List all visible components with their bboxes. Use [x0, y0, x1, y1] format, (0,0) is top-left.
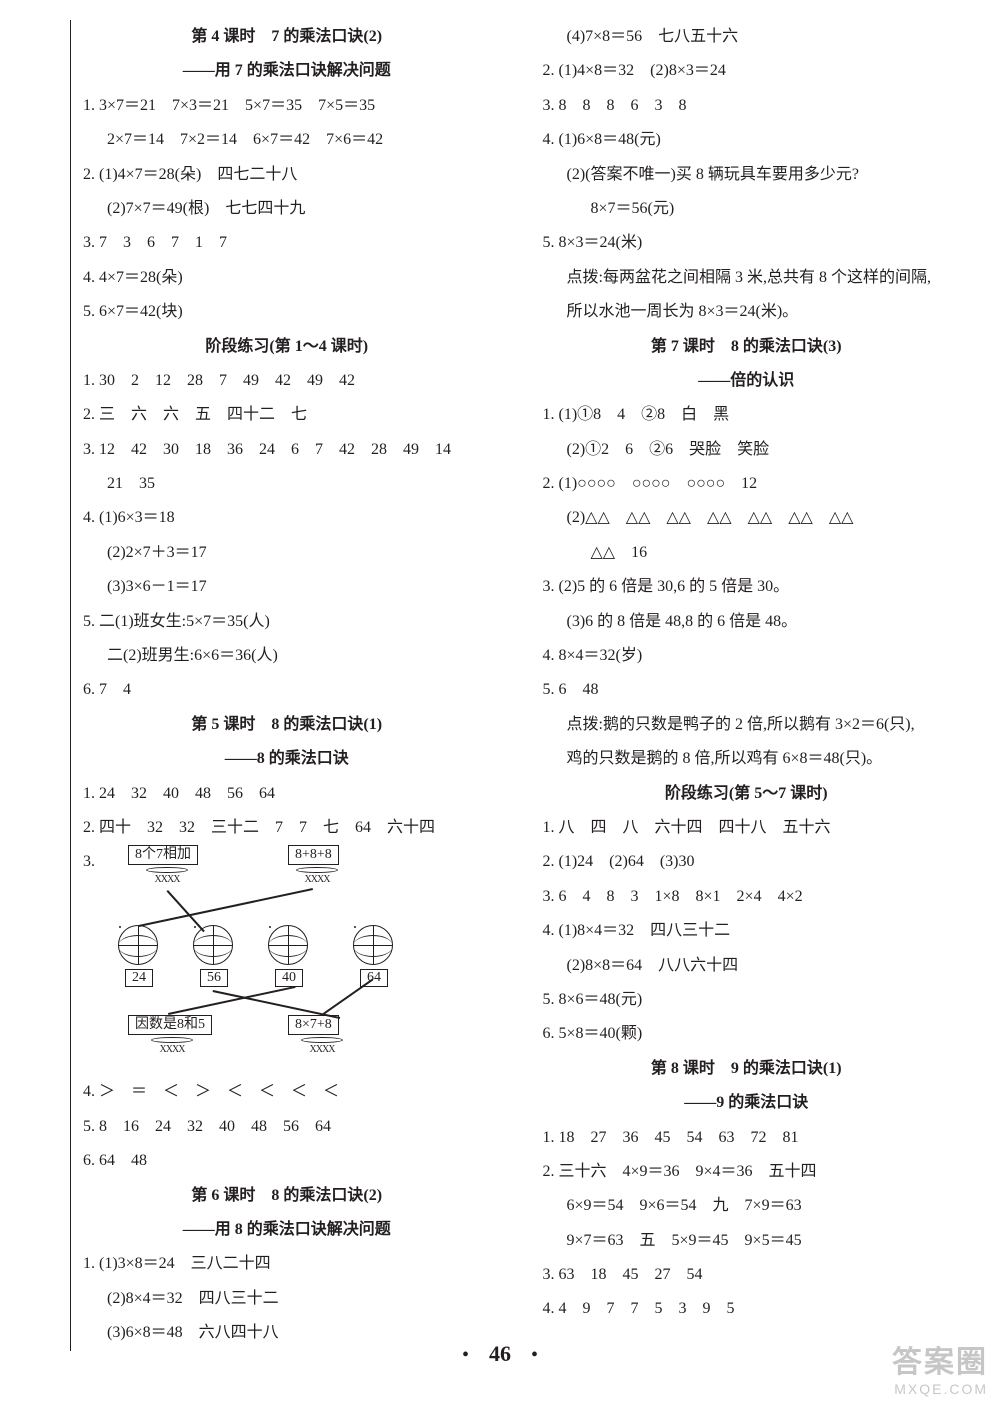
lesson6-title: 第 6 课时 8 的乘法口诀(2) — [83, 1179, 491, 1213]
text-line: 1. (1)①8 4 ②8 白 黑 — [543, 398, 951, 432]
text-line: (2)7×7＝49(根) 七七四十九 — [83, 192, 491, 226]
connector-line — [323, 979, 373, 1015]
text-line: 6×9＝54 9×6＝54 九 7×9＝63 — [543, 1189, 951, 1223]
text-line: 9×7＝63 五 5×9＝45 9×5＝45 — [543, 1224, 951, 1258]
basketball-icon — [268, 925, 308, 965]
text-line: (2)2×7＋3＝17 — [83, 536, 491, 570]
page: 第 4 课时 7 的乘法口诀(2) ——用 7 的乘法口诀解决问题 1. 3×7… — [0, 0, 1000, 1351]
lesson5-subtitle: ——8 的乘法口诀 — [83, 742, 491, 776]
text-line: (2)8×4＝32 四八三十二 — [83, 1282, 491, 1316]
lesson4-title: 第 4 课时 7 的乘法口诀(2) — [83, 20, 491, 54]
text-line: 5. 8×3＝24(米) — [543, 226, 951, 260]
basketball-icon — [353, 925, 393, 965]
text-line: (2)①2 6 ②6 哭脸 笑脸 — [543, 433, 951, 467]
basketball-icon — [193, 925, 233, 965]
diagram-box: 8×7+8 — [288, 1015, 339, 1035]
text-line: 5. 二(1)班女生:5×7＝35(人) — [83, 605, 491, 639]
diagram-number: 56 — [200, 969, 228, 987]
diagram-number: 24 — [125, 969, 153, 987]
text-line: 2. 四十 32 32 三十二 7 7 七 64 六十四 — [83, 811, 491, 845]
tip-line: 点拨:鹅的只数是鸭子的 2 倍,所以鹅有 3×2＝6(只), — [543, 708, 951, 742]
text-line: 2. 三十六 4×9＝36 9×4＝36 五十四 — [543, 1155, 951, 1189]
text-line: 8×7＝56(元) — [543, 192, 951, 226]
text-line: 5. 6×7＝42(块) — [83, 295, 491, 329]
connector-line — [213, 990, 340, 1018]
text-line: 6. 64 48 — [83, 1144, 491, 1178]
text-line: 4. (1)8×4＝32 四八三十二 — [543, 914, 951, 948]
text-line: 1. 18 27 36 45 54 63 72 81 — [543, 1121, 951, 1155]
text-line: (3)3×6－1＝17 — [83, 570, 491, 604]
text-line: 3. 8 8 8 6 3 8 — [543, 89, 951, 123]
text-line: 2. (1)4×7＝28(朵) 四七二十八 — [83, 158, 491, 192]
text-line: 6. 7 4 — [83, 673, 491, 707]
connector-line — [167, 890, 205, 932]
diagram-box: 8+8+8 — [288, 845, 339, 865]
stage2-title: 阶段练习(第 5～7 课时) — [543, 777, 951, 811]
text-line: 3. 12 42 30 18 36 24 6 7 42 28 49 14 — [83, 433, 491, 467]
hoop-icon: XXXX — [293, 867, 341, 885]
lesson7-title: 第 7 课时 8 的乘法口诀(3) — [543, 330, 951, 364]
tip-line: 鸡的只数是鹅的 8 倍,所以鸡有 6×8＝48(只)。 — [543, 742, 951, 776]
watermark-bottom: MXQE.COM — [892, 1381, 988, 1397]
text-line: 5. 8 16 24 32 40 48 56 64 — [83, 1110, 491, 1144]
text-line: 21 35 — [83, 467, 491, 501]
text-line: 1. 30 2 12 28 7 49 42 49 42 — [83, 364, 491, 398]
basketball-icon — [118, 925, 158, 965]
connector-line — [139, 889, 313, 927]
watermark: 答案圈 MXQE.COM — [892, 1337, 988, 1397]
text-line: 4. 4×7＝28(朵) — [83, 261, 491, 295]
text-line: 3. 63 18 45 27 54 — [543, 1258, 951, 1292]
text-line: (3)6 的 8 倍是 48,8 的 6 倍是 48。 — [543, 605, 951, 639]
text-line: △△ 16 — [543, 536, 951, 570]
connector-line — [168, 986, 295, 1014]
text-line: (2)8×8＝64 八八六十四 — [543, 949, 951, 983]
tip-line: 所以水池一周长为 8×3＝24(米)。 — [543, 295, 951, 329]
text-line: (4)7×8＝56 七八五十六 — [543, 20, 951, 54]
lesson6-subtitle: ——用 8 的乘法口诀解决问题 — [83, 1213, 491, 1247]
text-line: 1. 24 32 40 48 56 64 — [83, 777, 491, 811]
page-number-value: 46 — [489, 1341, 511, 1366]
text-line: 2. (1)4×8＝32 (2)8×3＝24 — [543, 54, 951, 88]
text-line: 1. 八 四 八 六十四 四十八 五十六 — [543, 811, 951, 845]
text-line: 3. 6 4 8 3 1×8 8×1 2×4 4×2 — [543, 880, 951, 914]
lesson5-title: 第 5 课时 8 的乘法口诀(1) — [83, 708, 491, 742]
text-line: 2. (1)24 (2)64 (3)30 — [543, 845, 951, 879]
watermark-top: 答案圈 — [892, 1337, 988, 1381]
text-line: 2×7＝14 7×2＝14 6×7＝42 7×6＝42 — [83, 123, 491, 157]
text-line: 二(2)班男生:6×6＝36(人) — [83, 639, 491, 673]
text-line: 3. (2)5 的 6 倍是 30,6 的 5 倍是 30。 — [543, 570, 951, 604]
page-number: • 46 • — [0, 1338, 1000, 1367]
text-line: (2)△△ △△ △△ △△ △△ △△ △△ — [543, 501, 951, 535]
basketball-diagram: 8个7相加 XXXX 8+8+8 XXXX 24 56 40 64 因数是8和5… — [113, 845, 433, 1075]
text-line: 6. 5×8＝40(颗) — [543, 1017, 951, 1051]
text-line: 1. 3×7＝21 7×3＝21 5×7＝35 7×5＝35 — [83, 89, 491, 123]
text-line: 1. (1)3×8＝24 三八二十四 — [83, 1247, 491, 1281]
text-line: 4. ＞ ＝ ＜ ＞ ＜ ＜ ＜ ＜ — [83, 1075, 491, 1109]
text-line: 5. 6 48 — [543, 673, 951, 707]
text-line: 4. 8×4＝32(岁) — [543, 639, 951, 673]
lesson8-subtitle: ——9 的乘法口诀 — [543, 1086, 951, 1120]
diagram-number: 40 — [275, 969, 303, 987]
text-line: 4. (1)6×8＝48(元) — [543, 123, 951, 157]
left-column: 第 4 课时 7 的乘法口诀(2) ——用 7 的乘法口诀解决问题 1. 3×7… — [70, 20, 491, 1351]
right-column: (4)7×8＝56 七八五十六 2. (1)4×8＝32 (2)8×3＝24 3… — [531, 20, 951, 1351]
text-line: 5. 8×6＝48(元) — [543, 983, 951, 1017]
hoop-icon: XXXX — [148, 1037, 196, 1055]
hoop-icon: XXXX — [298, 1037, 346, 1055]
hoop-icon: XXXX — [143, 867, 191, 885]
lesson4-subtitle: ——用 7 的乘法口诀解决问题 — [83, 54, 491, 88]
text-line: 2. 三 六 六 五 四十二 七 — [83, 398, 491, 432]
stage1-title: 阶段练习(第 1～4 课时) — [83, 330, 491, 364]
text-line: 3. 7 3 6 7 1 7 — [83, 226, 491, 260]
lesson7-subtitle: ——倍的认识 — [543, 364, 951, 398]
lesson8-title: 第 8 课时 9 的乘法口诀(1) — [543, 1052, 951, 1086]
diagram-box: 8个7相加 — [128, 845, 198, 865]
tip-line: 点拨:每两盆花之间相隔 3 米,总共有 8 个这样的间隔, — [543, 261, 951, 295]
text-line: (2)(答案不唯一)买 8 辆玩具车要用多少元? — [543, 158, 951, 192]
text-line: 3. — [83, 845, 103, 879]
text-line: 4. (1)6×3＝18 — [83, 501, 491, 535]
text-line: 2. (1)○○○○ ○○○○ ○○○○ 12 — [543, 467, 951, 501]
diagram-box: 因数是8和5 — [128, 1015, 212, 1035]
text-line: 4. 4 9 7 7 5 3 9 5 — [543, 1292, 951, 1326]
